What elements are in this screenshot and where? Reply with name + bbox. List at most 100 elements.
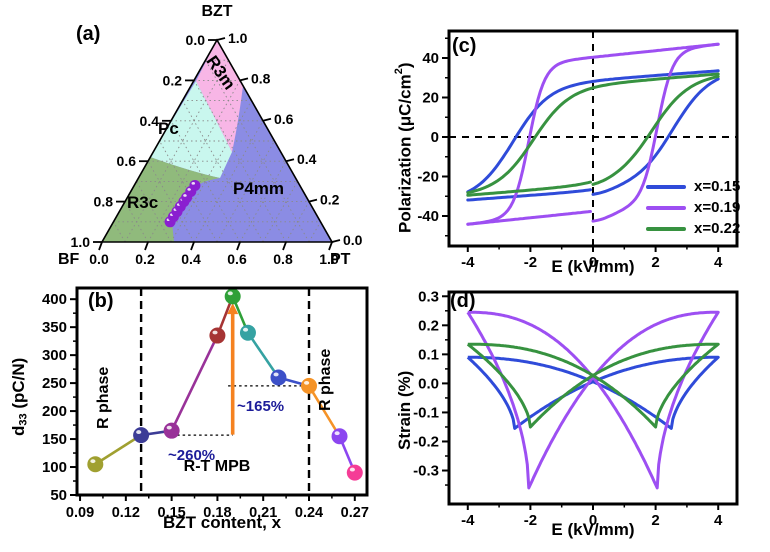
d33-data-point — [87, 456, 104, 473]
right-axis-tick — [262, 117, 272, 122]
left-axis-tick-label: 0.8 — [94, 194, 114, 210]
x-tick-label: 0.09 — [66, 505, 94, 521]
y-tick-label: -40 — [417, 208, 439, 225]
x-tick-label: 0 — [589, 512, 597, 529]
data-point-highlight — [273, 372, 279, 377]
data-point-highlight — [304, 380, 310, 385]
annotation-260pct: ~260% — [168, 447, 216, 464]
grid-line — [124, 59, 229, 242]
pe-loop-lower-left-x=0.22 — [466, 180, 592, 197]
pe-loop-upper-x=0.19 — [466, 42, 720, 226]
ternary-corner-bf: BF — [58, 251, 80, 268]
panel-a-letter: (a) — [76, 23, 101, 45]
x-tick-label: 0.24 — [295, 505, 323, 521]
d33-data-point — [133, 427, 150, 444]
plot-frame — [447, 290, 739, 506]
x-tick-label: -2 — [524, 254, 537, 271]
legend-line-x019 — [646, 205, 686, 210]
bottom-axis-tick — [236, 241, 241, 251]
bottom-axis-tick-label: 0.4 — [181, 251, 201, 267]
data-point-highlight — [212, 330, 218, 335]
bottom-axis-tick-label: 0.6 — [227, 251, 247, 267]
x-tick-label: 0.27 — [341, 505, 369, 521]
y-tick-label: 0.3 — [418, 288, 439, 305]
right-axis-tick — [308, 198, 318, 203]
series-segment — [246, 332, 280, 379]
pe-loop-lower-left-x=0.15 — [466, 188, 592, 202]
right-axis-tick — [331, 239, 341, 243]
pe-loop-upper-x=0.22 — [466, 72, 720, 195]
pe-loop-lower-right-x=0.19 — [591, 42, 720, 223]
x-tick-label: -4 — [461, 254, 475, 271]
grid-line — [124, 201, 149, 242]
y-tick-label: 0.2 — [418, 317, 439, 334]
y-tick-label: -0.3 — [413, 463, 439, 480]
y-tick-label: 150 — [42, 431, 67, 448]
legend-label-x022: x=0.22 — [694, 220, 741, 237]
y-tick-label: -0.1 — [413, 404, 439, 421]
grid-line — [147, 160, 195, 242]
x-tick-label: -2 — [524, 512, 537, 529]
d33-data-point — [224, 288, 241, 305]
x-tick-label: 2 — [651, 512, 659, 529]
region-label-pc: Pc — [158, 119, 179, 138]
pe-loop-lower-right-x=0.22 — [591, 75, 720, 186]
x-tick-label: 0 — [589, 254, 597, 271]
region-pc — [150, 81, 232, 178]
bottom-axis-tick-label: 0.8 — [273, 251, 293, 267]
panel-d-letter: (d) — [450, 290, 476, 312]
y-tick-label: 200 — [42, 403, 67, 420]
left-axis-tick-label: 0.0 — [186, 32, 206, 48]
x-tick-label: 0.12 — [112, 505, 140, 521]
left-axis-tick-label: 0.4 — [140, 113, 160, 129]
region-group — [102, 40, 321, 242]
legend: x=0.15 x=0.19 x=0.22 — [646, 176, 740, 239]
panel-b-letter: (b) — [88, 290, 114, 312]
region-r3c — [102, 157, 220, 242]
bottom-axis-tick — [98, 241, 103, 251]
y-tick-label: 250 — [42, 375, 67, 392]
d33-data-point — [163, 422, 180, 439]
pe-loop-upper-x=0.15 — [466, 69, 720, 194]
grid-line — [182, 100, 264, 242]
right-axis-tick-label: 0.6 — [274, 111, 294, 127]
x-tick-label: 0.18 — [203, 505, 231, 521]
grid-line — [285, 201, 310, 242]
pe-loop-lower-left-x=0.19 — [466, 210, 592, 226]
grid-line — [113, 221, 126, 242]
legend-line-x015 — [646, 184, 686, 189]
d33-data-point — [346, 464, 363, 481]
left-axis-tick-label: 0.6 — [117, 153, 137, 169]
region-label-r3c: R3c — [127, 193, 159, 212]
data-point-highlight — [166, 425, 172, 430]
y-tick-label: 350 — [42, 319, 67, 336]
panel-c-x-axis-title: E (kV/mm) — [551, 257, 635, 276]
strain-loop-x=0.22 — [466, 342, 720, 429]
data-point-highlight — [136, 430, 142, 435]
left-axis-tick-label: 0.2 — [163, 72, 183, 88]
y-tick-label: 40 — [422, 50, 439, 67]
left-axis-tick-label: 1.0 — [71, 234, 91, 250]
series-segment — [170, 334, 219, 432]
right-axis-tick — [285, 158, 295, 163]
right-axis-tick — [216, 37, 226, 41]
series-segment — [94, 434, 142, 466]
region-r3m — [196, 40, 243, 152]
plot-frame — [75, 286, 369, 497]
right-axis-tick-label: 0.4 — [297, 151, 317, 167]
grid-line — [216, 140, 275, 242]
x-tick-label: 4 — [714, 254, 723, 271]
composition-point — [189, 179, 201, 191]
d33-data-point — [301, 377, 317, 394]
bottom-axis-tick — [328, 241, 333, 251]
pe-loop-lower-right-x=0.15 — [591, 77, 720, 196]
panel-c-letter: (c) — [452, 35, 477, 57]
data-point-highlight — [334, 431, 340, 436]
y-tick-label: 300 — [42, 347, 67, 364]
grid-line — [205, 59, 310, 242]
data-point-highlight — [349, 467, 355, 472]
y-tick-label: 20 — [422, 90, 439, 107]
right-axis-tick-label: 0.8 — [251, 70, 271, 86]
bottom-axis-tick-label: 1.0 — [319, 251, 339, 267]
